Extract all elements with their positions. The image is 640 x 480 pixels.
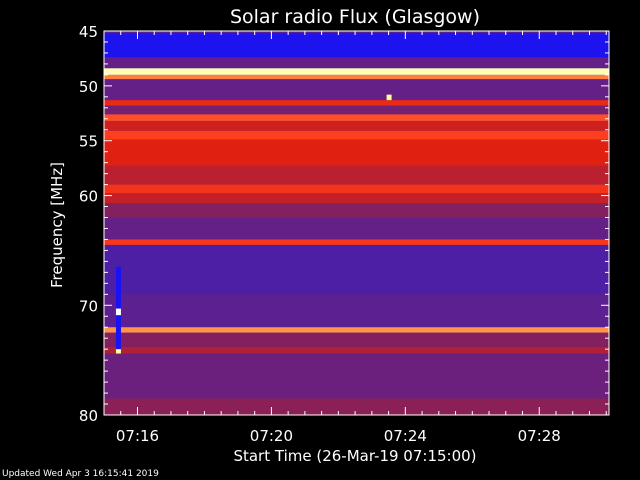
frequency-band xyxy=(104,105,609,115)
y-tick-label: 50 xyxy=(79,78,98,96)
frequency-band xyxy=(104,57,609,69)
frequency-band xyxy=(104,184,609,194)
frequency-band xyxy=(104,130,609,140)
updated-timestamp: Updated Wed Apr 3 16:15:41 2019 xyxy=(2,469,159,479)
frequency-band xyxy=(104,193,609,204)
frequency-band xyxy=(104,139,609,166)
frequency-band xyxy=(104,203,609,218)
frequency-band xyxy=(104,244,609,295)
frequency-band xyxy=(104,74,609,80)
x-tick-label: 07:20 xyxy=(250,427,293,445)
y-tick-label: 45 xyxy=(79,23,98,41)
frequency-band xyxy=(104,165,609,185)
frequency-band xyxy=(104,353,609,399)
x-tick-label: 07:16 xyxy=(116,427,159,445)
x-axis-label: Start Time (26-Mar-19 07:15:00) xyxy=(233,447,476,465)
chart-title: Solar radio Flux (Glasgow) xyxy=(230,6,480,28)
frequency-band xyxy=(104,239,609,245)
radio-burst-feature xyxy=(386,94,392,101)
frequency-band xyxy=(104,33,609,58)
frequency-band xyxy=(104,114,609,121)
y-tick-label: 60 xyxy=(79,188,98,206)
spectrogram-heatmap xyxy=(104,31,609,415)
frequency-band xyxy=(104,79,609,101)
x-tick-label: 07:24 xyxy=(384,427,427,445)
x-tick-label: 07:28 xyxy=(518,427,561,445)
radio-burst-feature xyxy=(115,349,121,354)
frequency-band xyxy=(104,327,609,333)
frequency-band xyxy=(104,398,609,415)
frequency-band xyxy=(104,217,609,240)
frequency-band xyxy=(104,294,609,328)
frequency-band xyxy=(104,68,609,75)
frequency-band xyxy=(104,332,609,347)
y-tick-label: 70 xyxy=(79,297,98,315)
frequency-band xyxy=(104,120,609,131)
plot-frame xyxy=(103,30,610,416)
radio-burst-feature xyxy=(115,308,121,316)
frequency-band xyxy=(104,346,609,354)
y-tick-label: 80 xyxy=(79,407,98,425)
frequency-band xyxy=(104,100,609,106)
y-tick-label: 55 xyxy=(79,133,98,151)
axis-ticks: 45 50 55 60 70 80 07:16 07:20 07:24 07:28 xyxy=(79,23,609,445)
y-axis-label: Frequency [MHz] xyxy=(48,162,66,288)
